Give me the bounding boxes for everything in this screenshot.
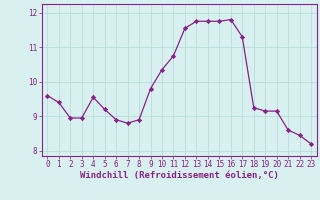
- X-axis label: Windchill (Refroidissement éolien,°C): Windchill (Refroidissement éolien,°C): [80, 171, 279, 180]
